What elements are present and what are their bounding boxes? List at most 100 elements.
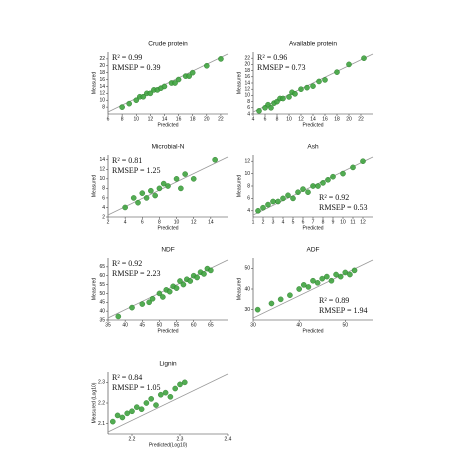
point: [287, 292, 293, 299]
point: [133, 404, 140, 410]
x-axis-label: Predicted: [157, 122, 178, 128]
point: [143, 400, 150, 406]
x-tick-label: 10: [133, 116, 139, 122]
point: [325, 176, 331, 183]
point: [328, 277, 335, 284]
x-tick-label: 2.3: [177, 436, 184, 442]
point: [156, 185, 163, 192]
y-tick-label: 12: [99, 91, 105, 97]
panel-title: Available protein: [289, 41, 337, 48]
point: [182, 171, 188, 177]
point: [177, 381, 183, 388]
y-tick-label: 55: [99, 282, 105, 288]
y-tick-label: 8: [102, 186, 105, 192]
y-tick-label: 10: [99, 176, 105, 182]
point: [351, 267, 358, 274]
point: [292, 91, 298, 97]
point: [139, 190, 146, 196]
y-tick-label: 10: [244, 171, 250, 177]
point: [324, 273, 330, 280]
y-tick-label: 2.1: [98, 421, 105, 427]
point: [110, 418, 116, 425]
x-tick-label: 2.4: [225, 436, 232, 442]
y-tick-label: 12: [99, 167, 105, 173]
annotation: RMSEP = 0.53: [319, 203, 367, 212]
y-tick-label: 40: [99, 308, 105, 314]
y-tick-label: 12: [244, 159, 250, 165]
point: [135, 199, 141, 206]
point: [160, 294, 166, 300]
point: [277, 296, 284, 303]
point: [268, 300, 275, 307]
y-axis-label: Measured: [236, 175, 242, 197]
point: [204, 62, 210, 69]
y-tick-label: 20: [99, 63, 105, 69]
x-tick-label: 5: [292, 219, 295, 225]
x-tick-label: 3: [272, 219, 275, 225]
x-tick-label: 2.2: [129, 436, 136, 442]
y-tick-label: 8: [247, 99, 250, 105]
point: [172, 80, 178, 86]
point: [181, 379, 188, 386]
point: [147, 90, 154, 97]
panel-title: ADF: [307, 247, 320, 254]
point: [139, 301, 146, 307]
x-tick-label: 10: [174, 219, 180, 225]
point: [296, 286, 302, 292]
point: [360, 158, 366, 164]
point: [148, 396, 154, 402]
point: [115, 313, 122, 320]
annotation: R² = 0.92: [112, 259, 142, 268]
point: [172, 385, 178, 392]
point: [143, 195, 150, 201]
point: [347, 271, 353, 278]
point: [130, 195, 137, 201]
x-tick-label: 16: [322, 116, 328, 122]
y-tick-label: 12: [244, 87, 250, 93]
x-tick-label: 6: [264, 116, 267, 122]
point: [286, 94, 292, 100]
point: [280, 195, 286, 202]
point: [166, 288, 173, 295]
annotation: RMSEP = 1.25: [112, 166, 160, 175]
x-tick-label: 1: [252, 219, 255, 225]
x-tick-label: 8: [276, 116, 279, 122]
point: [122, 204, 128, 211]
point: [140, 93, 147, 100]
panel-title: Crude protein: [148, 41, 188, 48]
x-tick-label: 20: [204, 116, 210, 122]
point: [218, 56, 224, 62]
y-axis-label: Measured (Log10): [91, 382, 97, 423]
point: [290, 195, 296, 202]
annotation: R² = 0.92: [319, 193, 349, 202]
annotation: R² = 0.99: [112, 53, 142, 62]
point: [334, 69, 340, 75]
point: [315, 183, 321, 189]
x-tick-label: 12: [360, 219, 366, 225]
x-tick-label: 8: [158, 219, 161, 225]
point: [194, 274, 200, 281]
x-tick-label: 10: [286, 116, 292, 122]
y-tick-label: 40: [244, 286, 250, 292]
x-tick-label: 4: [252, 116, 255, 122]
x-tick-label: 22: [358, 116, 364, 122]
annotation: R² = 0.84: [112, 373, 142, 382]
point: [340, 170, 346, 177]
y-tick-label: 60: [99, 273, 105, 279]
y-tick-label: 10: [244, 93, 250, 99]
y-axis-label: Measured: [91, 278, 97, 300]
point: [161, 83, 168, 90]
x-tick-label: 60: [191, 322, 197, 328]
y-tick-label: 65: [99, 264, 105, 270]
point: [180, 281, 187, 288]
x-tick-label: 12: [191, 219, 197, 225]
x-tick-label: 18: [334, 116, 340, 122]
point: [160, 180, 167, 187]
point: [138, 406, 145, 413]
x-tick-label: 4: [282, 219, 285, 225]
point: [114, 412, 121, 419]
point: [119, 414, 126, 421]
y-tick-label: 14: [99, 84, 105, 90]
point: [129, 408, 135, 415]
